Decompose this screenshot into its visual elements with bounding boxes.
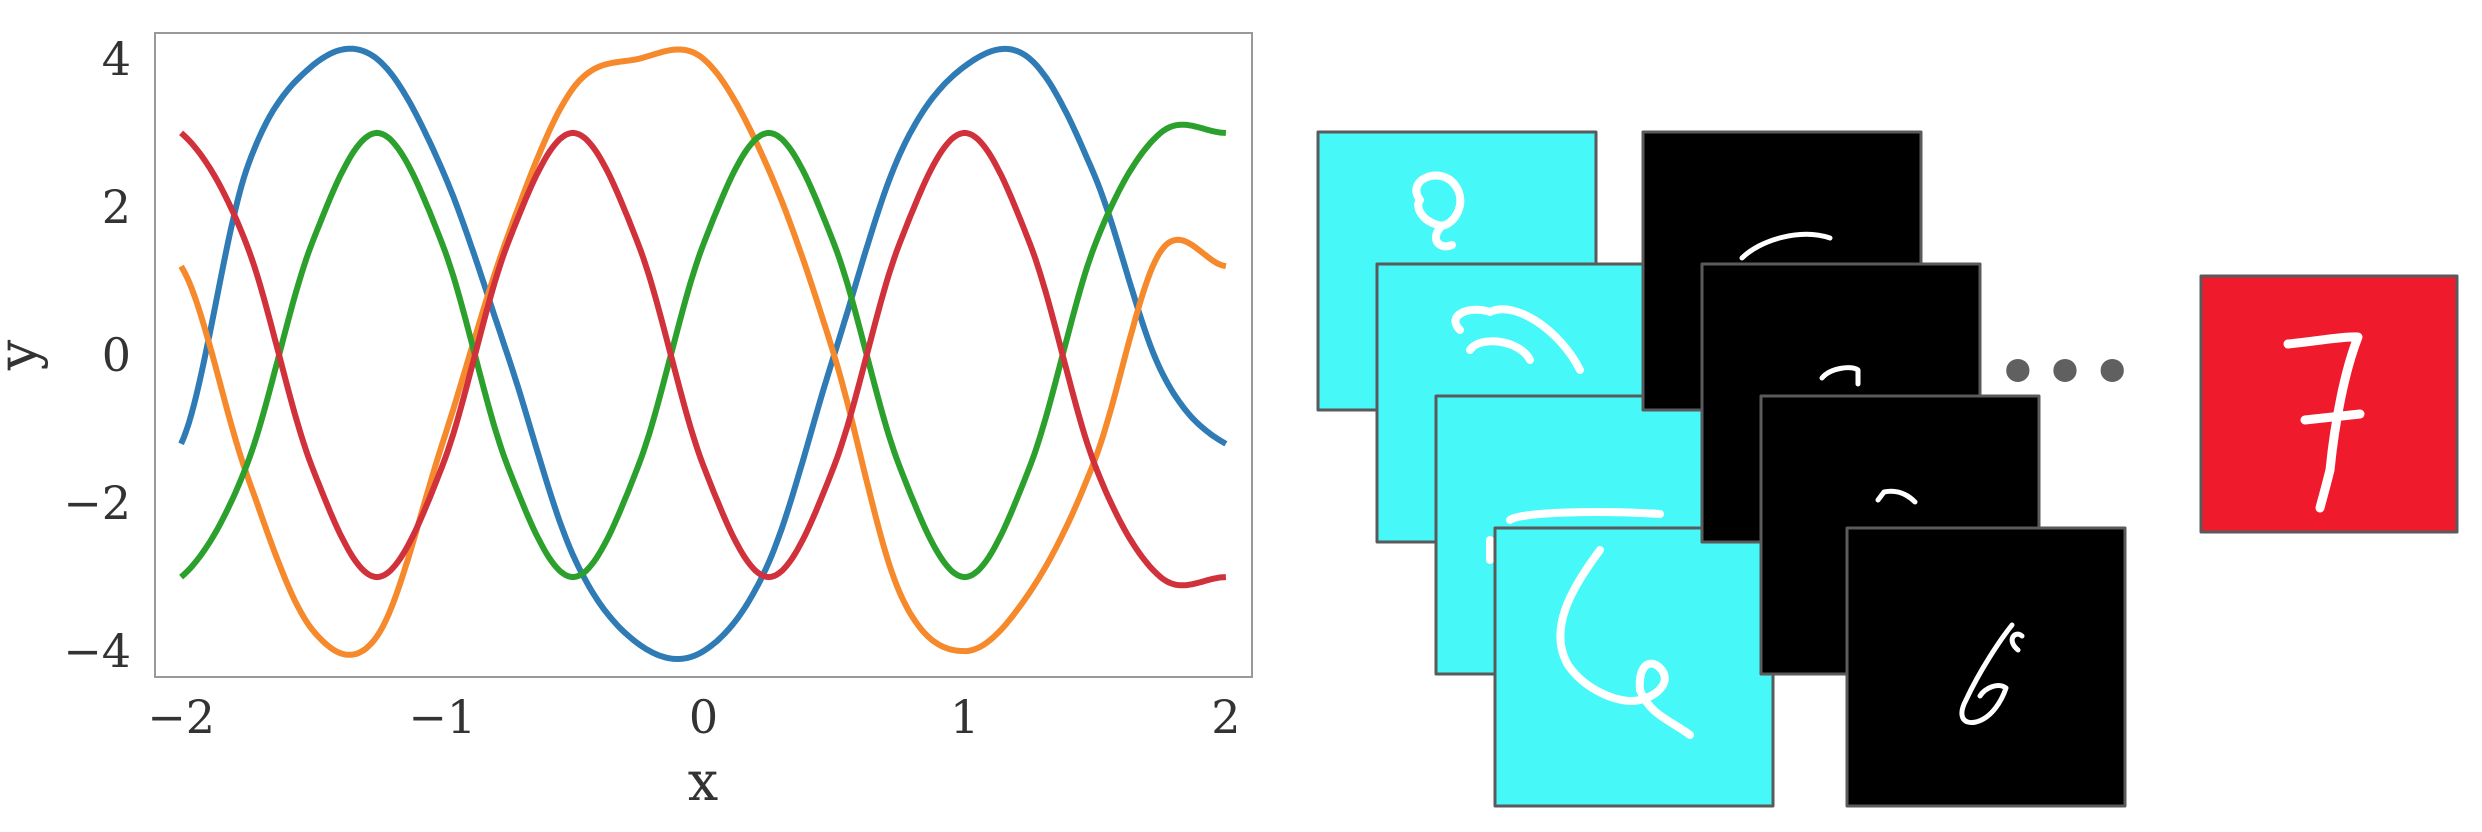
tick-layer: −2 −1 0 1 2 −4 −2 0 2 4 bbox=[63, 32, 1240, 744]
digit-outline bbox=[1739, 232, 1833, 261]
digit-six-stroke bbox=[1556, 546, 1694, 739]
digit-zero-stroke bbox=[1486, 508, 1664, 564]
digit-zero-stroke bbox=[1412, 171, 1465, 251]
x-tick-label: −1 bbox=[408, 690, 476, 744]
plot-frame bbox=[154, 32, 1253, 678]
series-line-4 bbox=[179, 129, 1227, 589]
y-tick-label: 0 bbox=[102, 328, 131, 382]
series-layer bbox=[178, 45, 1228, 662]
y-tick-label: 4 bbox=[102, 32, 131, 86]
ellipsis: ••• bbox=[1994, 326, 2136, 419]
cyan-frame-4 bbox=[1493, 526, 1775, 808]
chart: −2 −1 0 1 2 −4 −2 0 2 4 x y bbox=[0, 32, 1253, 813]
x-tick-label: 1 bbox=[950, 690, 979, 744]
y-axis-label: y bbox=[0, 339, 49, 371]
digit-six-outline bbox=[1959, 622, 2025, 726]
y-tick-label: 2 bbox=[102, 180, 131, 234]
x-tick-label: −2 bbox=[147, 690, 215, 744]
series-line-1 bbox=[178, 45, 1228, 662]
y-tick-label: −4 bbox=[63, 624, 131, 678]
x-tick-label: 0 bbox=[689, 690, 718, 744]
series-line-3 bbox=[179, 121, 1227, 581]
digit-zero-stroke bbox=[1451, 305, 1584, 374]
digit-outline bbox=[1819, 365, 1861, 387]
black-frame-4 bbox=[1845, 526, 2127, 808]
y-tick-label: −2 bbox=[63, 476, 131, 530]
digit-seven-stroke bbox=[2283, 332, 2365, 513]
series-line-2 bbox=[178, 46, 1227, 658]
digit-stacks: ••• bbox=[1316, 130, 2459, 808]
x-axis-label: x bbox=[688, 750, 718, 813]
digit-outline bbox=[1875, 488, 1918, 505]
x-tick-label: 2 bbox=[1211, 690, 1240, 744]
output-frame bbox=[2199, 274, 2459, 534]
